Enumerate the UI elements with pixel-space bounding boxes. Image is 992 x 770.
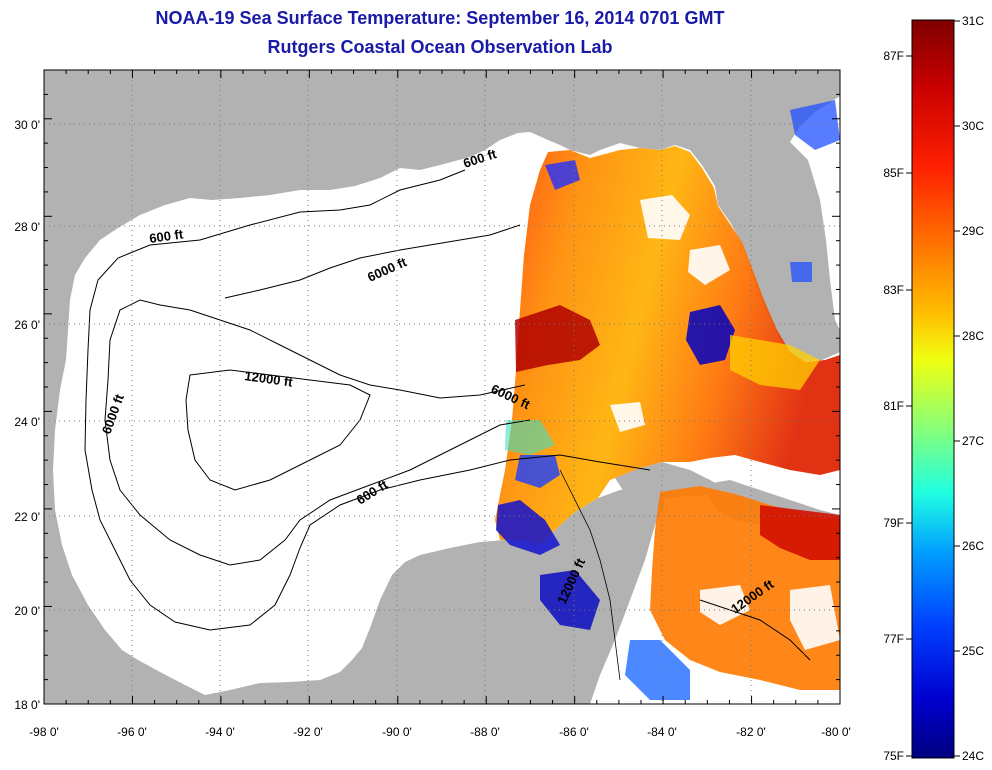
colorbar-f-labels: 87F 85F 83F 81F 79F 77F 75F (883, 49, 904, 763)
colorbar (911, 19, 955, 759)
colorbar-f-label: 75F (883, 749, 904, 763)
colorbar-c-labels: 31C 30C 29C 28C 27C 26C 25C 24C (962, 14, 984, 763)
sst-swath (495, 100, 840, 700)
lon-tick-label: -96 0' (117, 725, 147, 739)
colorbar-c-label: 26C (962, 539, 984, 553)
colorbar-f-label: 87F (883, 49, 904, 63)
map-layers: 600 ft 600 ft 600 ft 6000 ft 6000 ft 600… (44, 70, 840, 704)
lon-tick-label: -92 0' (293, 725, 323, 739)
lat-tick-labels: 18 0' 20 0' 22 0' 24 0' 26 0' 28 0' 30 0… (14, 118, 40, 712)
colorbar-c-label: 31C (962, 14, 984, 28)
lon-tick-label: -84 0' (647, 725, 677, 739)
colorbar-c-label: 25C (962, 644, 984, 658)
colorbar-c-label: 29C (962, 224, 984, 238)
contour-6000ft-n (224, 224, 521, 299)
lon-tick-label: -88 0' (470, 725, 500, 739)
contour-6000ft (104, 299, 531, 566)
lon-tick-label: -98 0' (29, 725, 59, 739)
colorbar-f-label: 81F (883, 399, 904, 413)
lon-tick-label: -82 0' (736, 725, 766, 739)
colorbar-c-label: 28C (962, 329, 984, 343)
lon-tick-label: -80 0' (821, 725, 851, 739)
map-title: NOAA-19 Sea Surface Temperature: Septemb… (155, 8, 725, 28)
map-subtitle: Rutgers Coastal Ocean Observation Lab (267, 37, 613, 57)
lat-tick-label: 28 0' (14, 220, 40, 234)
lon-tick-label: -94 0' (205, 725, 235, 739)
colorbar-c-label: 30C (962, 119, 984, 133)
contour-12000ft (185, 369, 371, 491)
graticule (44, 70, 840, 704)
contour-600ft (84, 169, 651, 631)
colorbar-f-label: 77F (883, 632, 904, 646)
colorbar-f-label: 83F (883, 283, 904, 297)
contour-coast-swath (559, 469, 621, 681)
lat-tick-label: 26 0' (14, 318, 40, 332)
colorbar-f-label: 85F (883, 166, 904, 180)
contour-label-600ft-2: 600 ft (148, 226, 184, 246)
lat-tick-label: 18 0' (14, 698, 40, 712)
colorbar-f-label: 79F (883, 516, 904, 530)
colorbar-c-label: 24C (962, 749, 984, 763)
lon-tick-label: -86 0' (559, 725, 589, 739)
contour-12000ft-e (699, 599, 811, 661)
lon-tick-labels: -98 0' -96 0' -94 0' -92 0' -90 0' -88 0… (29, 725, 851, 739)
lat-tick-label: 24 0' (14, 415, 40, 429)
lat-tick-label: 30 0' (14, 118, 40, 132)
axis-ticks (43, 69, 841, 705)
colorbar-ticks (906, 20, 960, 757)
land-us-coast (44, 70, 840, 704)
contour-label-12000ft-1: 12000 ft (244, 368, 295, 390)
land-yucatan (540, 488, 665, 704)
lon-tick-label: -90 0' (382, 725, 412, 739)
lat-tick-label: 20 0' (14, 604, 40, 618)
colorbar-c-label: 27C (962, 434, 984, 448)
lat-tick-label: 22 0' (14, 510, 40, 524)
depth-contours (84, 169, 811, 681)
